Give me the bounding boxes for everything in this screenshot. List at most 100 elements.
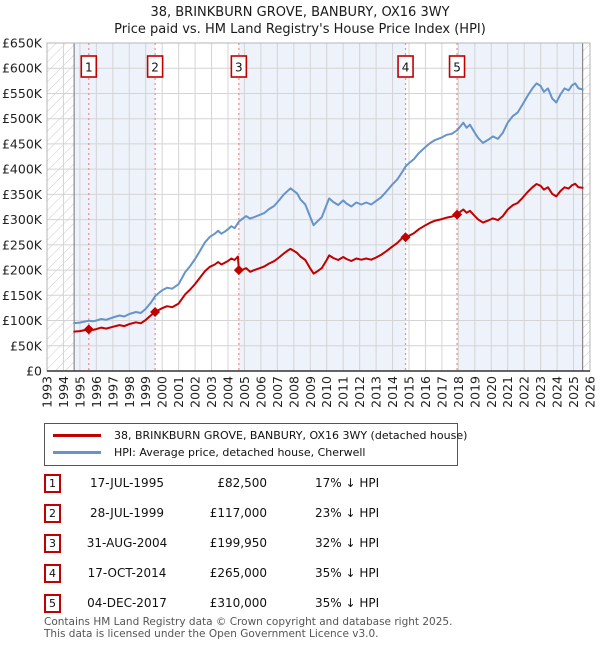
y-tick-label: £350K [2,187,43,202]
sale-marker-1[interactable] [83,324,94,335]
x-tick-label: 2013 [369,376,384,408]
sale-hpi-comparison: 35% ↓ HPI [315,596,380,610]
y-tick-label: £200K [2,263,43,278]
legend-label: HPI: Average price, detached house, Cher… [114,446,366,459]
sale-number-box-2[interactable] [146,55,164,78]
sale-marker-4[interactable] [400,232,411,243]
x-tick-label: 2025 [566,376,581,408]
price-paid-line [73,182,584,333]
sale-hpi-comparison: 32% ↓ HPI [315,536,380,550]
sale-date: 04-DEC-2017 [87,596,167,610]
row-number-badge: 3 [44,533,61,553]
x-tick-label: 2016 [418,376,433,408]
x-tick-label: 2001 [171,376,186,408]
row-number-badge: 1 [44,473,61,493]
x-tick-label: 2018 [451,376,466,408]
y-tick-label: £150K [2,288,43,303]
price-paid-line-swatch [53,434,101,437]
sale-number-label-2: 2 [151,61,159,75]
x-tick-label: 1993 [40,376,55,408]
x-tick-label: 2007 [270,376,285,408]
row-number-badge: 5 [44,593,61,613]
x-tick-label: 2008 [286,376,301,408]
sale-date: 17-JUL-1995 [90,476,164,490]
y-tick-label: £300K [2,212,43,227]
x-tick-label: 1998 [122,376,137,408]
x-tick-label: 2006 [253,376,268,408]
x-tick-label: 2005 [237,376,252,408]
hpi-line-swatch [53,451,101,454]
sale-hpi-comparison: 23% ↓ HPI [315,506,380,520]
x-tick-label: 1994 [56,376,71,408]
sale-number-box-3[interactable] [230,55,248,78]
x-tick-label: 2026 [583,376,598,408]
sale-marker-5[interactable] [452,209,463,220]
y-tick-label: £650K [2,36,43,51]
x-tick-label: 1996 [89,376,104,408]
sale-price: £117,000 [209,506,267,520]
chart-title: 38, BRINKBURN GROVE, BANBURY, OX16 3WY [150,5,450,20]
x-tick-label: 2020 [484,376,499,408]
sale-hpi-comparison: 17% ↓ HPI [315,476,380,490]
attribution-line-2: This data is licensed under the Open Gov… [44,628,379,641]
y-tick-label: £550K [2,86,43,101]
sale-price: £310,000 [209,596,267,610]
x-tick-label: 1999 [138,376,153,408]
x-tick-label: 2009 [303,376,318,408]
sale-number-box-1[interactable] [80,55,98,78]
y-tick-label: £500K [2,111,43,126]
shaded-band [457,43,583,371]
y-tick-label: £450K [2,136,43,151]
sale-number-label-1: 1 [85,61,93,75]
table-row-sale-5: 5 04-DEC-2017 £310,000 35% ↓ HPI [44,588,564,618]
y-tick-label: £0 [26,364,42,379]
attribution-footer: Contains HM Land Registry data © Crown c… [44,616,452,641]
table-row-sale-2: 2 28-JUL-1999 £117,000 23% ↓ HPI [44,498,564,528]
table-row-sale-1: 1 17-JUL-1995 £82,500 17% ↓ HPI [44,468,564,498]
sale-marker-2[interactable] [150,306,161,317]
x-tick-label: 2019 [467,376,482,408]
row-number-badge: 2 [44,503,61,523]
x-tick-label: 2003 [204,376,219,408]
chart-legend: 38, BRINKBURN GROVE, BANBURY, OX16 3WY (… [44,423,467,466]
x-tick-label: 2024 [550,376,565,408]
y-tick-label: £250K [2,237,43,252]
hpi-line [73,82,584,325]
sale-date: 31-AUG-2004 [86,536,168,550]
sale-date: 28-JUL-1999 [90,506,164,520]
sale-number-label-5: 5 [453,61,461,75]
sale-date: 17-OCT-2014 [87,566,167,580]
x-tick-label: 2015 [402,376,417,408]
x-tick-label: 2014 [385,376,400,408]
table-row-sale-4: 4 17-OCT-2014 £265,000 35% ↓ HPI [44,558,564,588]
sale-number-box-5[interactable] [448,55,466,78]
x-tick-label: 1997 [105,376,120,408]
sale-price: £265,000 [209,566,267,580]
sale-price: £199,950 [209,536,267,550]
y-tick-label: £50K [10,338,43,353]
y-tick-label: £400K [2,162,43,177]
x-tick-label: 2002 [188,376,203,408]
y-tick-label: £100K [2,313,43,328]
x-tick-label: 2004 [221,376,236,408]
sales-table: 1 17-JUL-1995 £82,500 17% ↓ HPI 2 28-JUL-1999… [44,468,564,618]
shaded-band [238,43,406,371]
legend-item-price-paid: 38, BRINKBURN GROVE, BANBURY, OX16 3WY (… [53,427,467,444]
table-row-sale-3: 3 31-AUG-2004 £199,950 32% ↓ HPI [44,528,564,558]
sale-marker-3[interactable] [233,265,244,276]
x-tick-label: 2012 [352,376,367,408]
no-data-hatch [582,43,590,371]
x-tick-label: 2011 [336,376,351,408]
sale-price: £82,500 [217,476,267,490]
x-tick-label: 2000 [155,376,170,408]
x-tick-label: 2010 [319,376,334,408]
chart-subtitle: Price paid vs. HM Land Registry's House … [114,22,486,37]
no-data-hatch [47,43,75,371]
price-history-chart: 1 2 3 4 5 £0 £50K £100K £150K £200K £250K £300K £350… [2,36,598,408]
x-tick-label: 2017 [434,376,449,408]
x-tick-label: 1995 [72,376,87,408]
sale-number-box-4[interactable] [397,55,414,78]
x-tick-label: 2021 [500,376,515,408]
sale-hpi-comparison: 35% ↓ HPI [315,566,380,580]
